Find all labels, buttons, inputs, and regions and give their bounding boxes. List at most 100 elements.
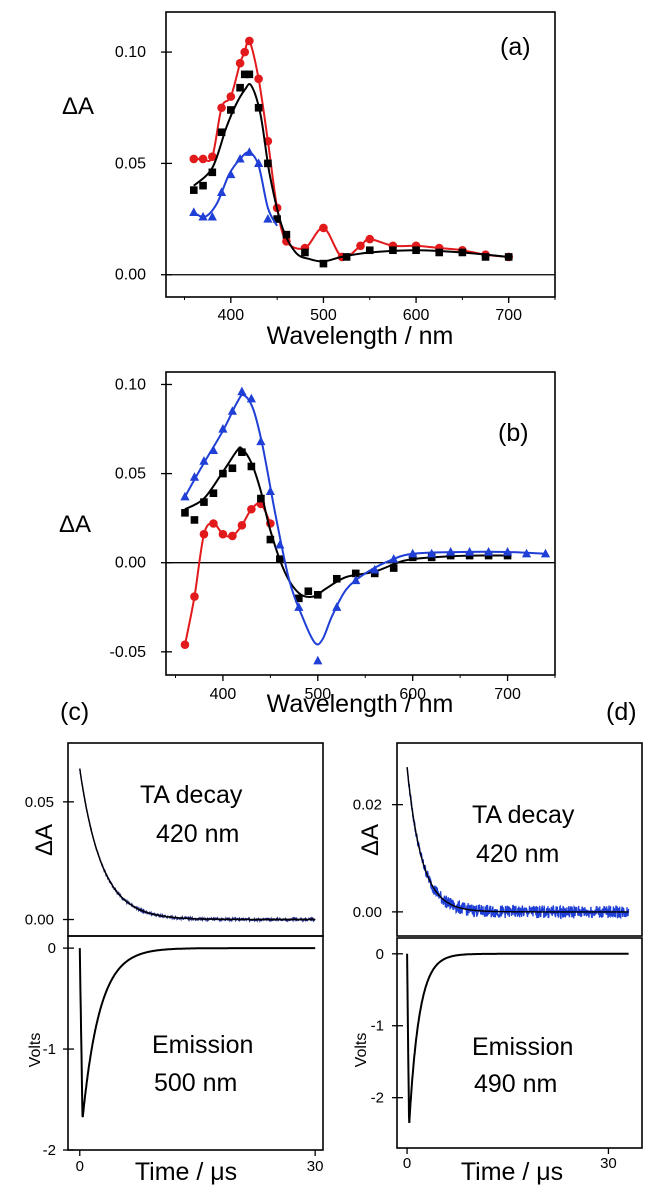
data-point: [314, 590, 322, 599]
series-line: [184, 502, 272, 645]
data-point: [504, 253, 513, 261]
data-point: [276, 555, 284, 563]
data-point: [256, 436, 266, 446]
panel-label: (b): [498, 419, 529, 447]
data-point: [238, 448, 246, 457]
x-axis-label: Wavelength / nm: [267, 690, 454, 718]
y-tick-label: -1: [371, 1018, 384, 1035]
y-tick-label: 0.05: [115, 155, 146, 172]
plot-frame: [165, 11, 556, 298]
data-point: [257, 494, 265, 503]
data-point: [294, 602, 304, 611]
data-point: [218, 424, 228, 433]
panel-label: (d): [606, 698, 637, 726]
data-point: [247, 462, 256, 471]
y-tick-label: -0.05: [110, 644, 147, 661]
data-point: [228, 464, 237, 473]
panel-b: -0.05 0.00 0.05 0.10 400 500 600 700 Wavelength …: [59, 371, 556, 718]
series-line: [184, 446, 508, 599]
data-point: [301, 248, 309, 257]
decay-trace: [78, 947, 316, 1118]
data-point: [446, 547, 456, 556]
data-point: [389, 564, 398, 572]
panel-annotation: 420 nm: [156, 820, 239, 848]
x-tick-label: 400: [210, 686, 237, 703]
data-point: [370, 564, 380, 574]
data-point: [226, 169, 236, 179]
data-point: [235, 58, 245, 68]
data-point: [483, 547, 494, 556]
x-axis-label: Time / μs: [135, 1158, 237, 1185]
series-2: [189, 147, 278, 227]
y-tick-label: -2: [371, 1090, 384, 1107]
panel-annotation: 500 nm: [154, 1069, 237, 1097]
data-point: [190, 592, 199, 601]
y-axis-label: ΔA: [31, 824, 58, 856]
data-point: [189, 207, 199, 216]
y-tick-label: 0: [48, 940, 56, 957]
data-point: [189, 186, 198, 194]
panel-c-bottom: 0 -1 -2 0 30 Time / μs Volts Emission 500 nm: [27, 935, 324, 1185]
data-point: [216, 187, 227, 196]
panel-label: (a): [500, 33, 531, 61]
series-1: [181, 446, 512, 603]
data-point: [408, 548, 418, 558]
fit-line: [79, 768, 316, 921]
data-point: [254, 103, 263, 112]
series-0: [189, 36, 513, 262]
data-point: [244, 147, 254, 156]
x-tick-label: 400: [217, 307, 244, 324]
panel-annotation: TA decay: [140, 781, 243, 809]
y-axis-label: ΔA: [62, 93, 94, 120]
data-point: [332, 602, 342, 611]
panel-label: (c): [60, 698, 89, 726]
x-tick-label: 0: [76, 1158, 84, 1175]
data-point: [180, 491, 190, 501]
data-point: [481, 253, 490, 261]
x-tick-label: 600: [399, 686, 426, 703]
y-axis-label: ΔA: [59, 511, 91, 538]
data-point: [199, 181, 207, 190]
x-tick-label: 500: [304, 686, 331, 703]
x-tick-label: 0: [403, 1155, 411, 1172]
y-tick-label: 0.00: [115, 267, 146, 284]
data-point: [235, 153, 245, 163]
data-point: [228, 531, 237, 541]
x-tick-label: 30: [307, 1158, 324, 1175]
y-tick-label: -2: [43, 1142, 56, 1159]
data-point: [217, 103, 226, 113]
data-point: [209, 489, 218, 497]
data-point: [237, 520, 247, 530]
x-tick-label: 30: [600, 1155, 617, 1172]
panel-a: 0.00 0.05 0.10 400 500 600 700 Wavelength / nm Δ…: [62, 11, 556, 350]
panel-annotation: Emission: [152, 1031, 253, 1059]
y-tick-label: 0.05: [25, 794, 54, 811]
data-point: [227, 106, 235, 114]
data-point: [263, 214, 273, 223]
data-point: [319, 259, 328, 268]
data-point: [319, 223, 328, 233]
y-tick-label: 0.10: [115, 44, 146, 61]
data-point: [245, 70, 254, 79]
data-point: [273, 215, 281, 223]
x-axis-label: Time / μs: [461, 1158, 563, 1185]
y-tick-label: -1: [43, 1041, 56, 1058]
data-point: [180, 640, 190, 649]
data-point: [264, 159, 272, 168]
data-point: [199, 529, 209, 539]
plot-frame: [165, 371, 556, 676]
data-point: [304, 587, 313, 596]
data-point: [236, 83, 244, 92]
data-point: [208, 168, 217, 177]
plot-frame: [67, 935, 324, 1151]
panel-c-top: 0.00 0.05 ΔA (c) TA decay 420 nm: [25, 698, 324, 937]
data-point: [427, 548, 437, 558]
data-point: [313, 655, 323, 665]
data-point: [189, 472, 200, 481]
data-point: [227, 406, 238, 415]
panel-annotation: TA decay: [472, 801, 575, 829]
data-point: [412, 246, 420, 255]
y-tick-label: 0.02: [353, 797, 382, 814]
y-tick-label: 0.05: [115, 466, 146, 483]
